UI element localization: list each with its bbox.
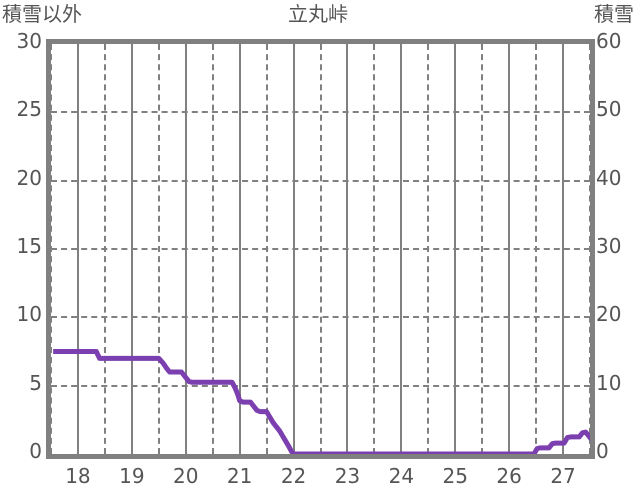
x-tick-label: 21 xyxy=(226,464,253,488)
right-y-tick-label: 50 xyxy=(596,97,622,122)
right-y-tick-label: 0 xyxy=(596,439,609,463)
right-y-tick-label: 40 xyxy=(596,165,622,190)
left-y-tick-label: 15 xyxy=(16,234,42,258)
x-tick-label: 23 xyxy=(334,464,361,488)
x-tick-label: 20 xyxy=(173,464,199,488)
x-tick-label: 22 xyxy=(280,464,307,488)
snow-depth-line xyxy=(53,349,590,454)
left-axis-label: 積雪以外 xyxy=(2,2,82,26)
plot-inner xyxy=(51,44,590,454)
right-y-tick-label: 20 xyxy=(596,302,622,327)
x-tick-label: 27 xyxy=(550,464,576,488)
right-y-tick-label: 30 xyxy=(596,234,622,258)
left-y-tick-label: 30 xyxy=(16,29,42,53)
grid-line-horizontal xyxy=(51,316,590,319)
x-tick-label: 26 xyxy=(496,464,522,488)
grid-line-horizontal xyxy=(51,384,590,387)
left-y-tick-label: 0 xyxy=(29,439,42,463)
plot-area xyxy=(46,39,595,459)
left-y-tick-label: 5 xyxy=(29,370,42,395)
grid-line-horizontal xyxy=(51,179,590,182)
right-y-tick-label: 10 xyxy=(596,370,622,395)
x-tick-label: 18 xyxy=(65,464,91,488)
grid-line-horizontal xyxy=(51,111,590,114)
left-y-tick-label: 25 xyxy=(16,97,42,122)
left-y-tick-label: 10 xyxy=(16,302,42,327)
x-tick-label: 25 xyxy=(442,464,468,488)
right-axis-label: 積雪 xyxy=(594,2,634,26)
grid-line-horizontal xyxy=(51,248,590,250)
left-y-tick-label: 20 xyxy=(16,165,42,190)
series-layer xyxy=(53,349,590,454)
x-tick-label: 19 xyxy=(119,464,145,488)
x-tick-label: 24 xyxy=(388,464,415,488)
chart-title: 立丸峠 xyxy=(288,2,348,26)
right-y-tick-label: 60 xyxy=(596,29,622,53)
